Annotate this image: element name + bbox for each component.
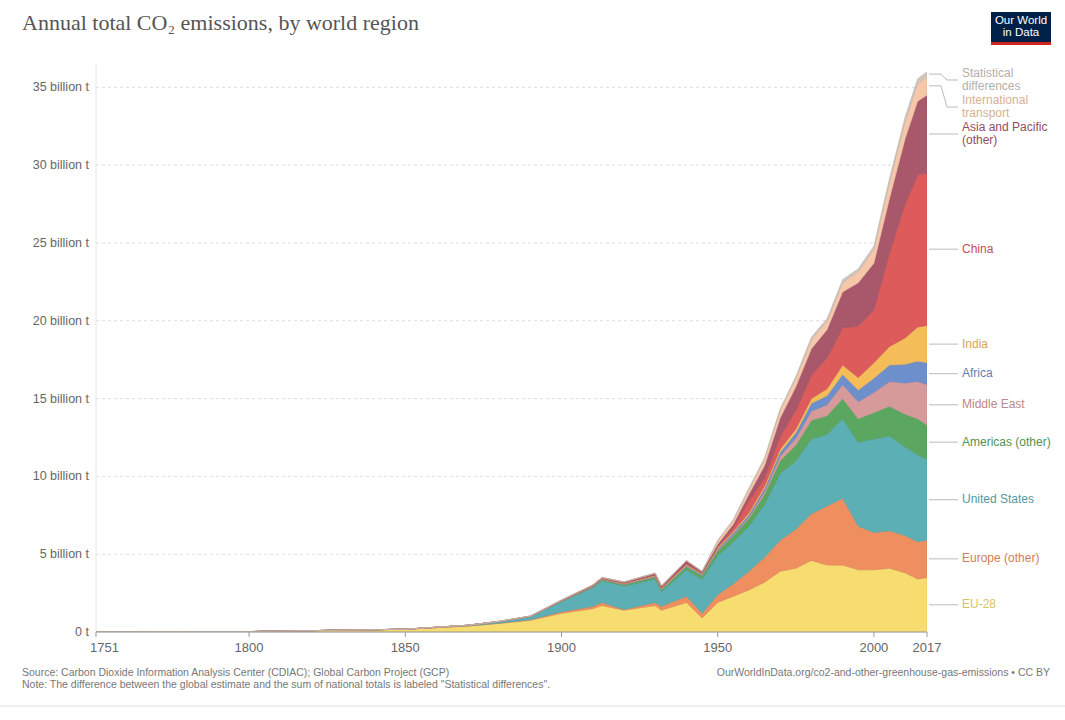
- x-tick-label: 1800: [235, 640, 264, 655]
- logo-box: [991, 12, 1051, 43]
- x-tick: [405, 632, 406, 637]
- series-label: Internationaltransport: [962, 93, 1028, 120]
- x-tick-label: 1900: [547, 640, 576, 655]
- url: OurWorldInData.org/co2-and-other-greenho…: [717, 666, 1050, 678]
- x-tick: [717, 632, 718, 637]
- title: Annual total CO₂ emissions, by world reg…: [22, 10, 419, 35]
- x-tick: [927, 632, 928, 637]
- series-label-line: Europe (other): [962, 551, 1039, 565]
- grid-line: [96, 632, 927, 633]
- label-leader: [929, 442, 958, 443]
- series-label: EU-28: [962, 597, 996, 611]
- chart: Annual total CO₂ emissions, by world reg…: [0, 0, 1065, 720]
- logo-bar: [991, 42, 1051, 45]
- label-leader: [929, 404, 958, 405]
- series-label-line: differences: [962, 79, 1020, 93]
- x-tick-label: 1850: [391, 640, 420, 655]
- series-label-line: India: [962, 337, 988, 351]
- area: [96, 72, 927, 632]
- series-label-line: United States: [962, 492, 1034, 506]
- series-label: Middle East: [962, 397, 1025, 411]
- x-tick: [249, 632, 250, 637]
- series-label-line: (other): [962, 133, 997, 147]
- y-tick-label: 5 billion t: [40, 547, 90, 561]
- series-label: Africa: [962, 366, 993, 380]
- label-leader: [929, 344, 958, 345]
- grid-line: [96, 87, 927, 88]
- x-tick-label: 1950: [703, 640, 732, 655]
- label-leader: [929, 134, 958, 135]
- y-tick-label: 25 billion t: [33, 236, 90, 250]
- x-tick-label: 1751: [90, 640, 119, 655]
- series-label-line: Africa: [962, 366, 993, 380]
- source: Source: Carbon Dioxide Information Analy…: [22, 666, 449, 678]
- series-label-line: Statistical: [962, 66, 1013, 80]
- y-tick-label: 10 billion t: [33, 469, 90, 483]
- area: [96, 76, 927, 631]
- y-tick-label: 30 billion t: [33, 158, 90, 172]
- series-label: Asia and Pacific(other): [962, 120, 1047, 147]
- label-leader: [929, 86, 958, 107]
- areas: [96, 72, 927, 632]
- series-label: Americas (other): [962, 435, 1051, 449]
- series-label-line: Middle East: [962, 397, 1025, 411]
- label-leader: [929, 604, 958, 605]
- series-label-line: transport: [962, 106, 1010, 120]
- series-label: Europe (other): [962, 551, 1039, 565]
- grid-line: [96, 242, 927, 243]
- label-leader: [929, 558, 958, 559]
- x-tick-label: 2000: [859, 640, 888, 655]
- x-axis-line: [96, 632, 927, 633]
- label-leader: [929, 499, 958, 500]
- series-label: China: [962, 242, 994, 256]
- y-tick-label: 35 billion t: [33, 80, 90, 94]
- logo-text: Our World: [995, 14, 1047, 26]
- logo-text: in Data: [1003, 26, 1040, 38]
- series-label-line: China: [962, 242, 994, 256]
- grid-line: [96, 165, 927, 166]
- series-label: Statisticaldifferences: [962, 66, 1020, 93]
- grid-line: [96, 320, 927, 321]
- series-label-line: Americas (other): [962, 435, 1051, 449]
- y-tick-label: 15 billion t: [33, 392, 90, 406]
- series-label: United States: [962, 492, 1034, 506]
- x-tick: [96, 632, 97, 637]
- area: [96, 173, 927, 632]
- y-tick-label: 0 t: [75, 625, 89, 639]
- series-label-line: EU-28: [962, 597, 996, 611]
- y-axis-line: [96, 64, 97, 632]
- note: Note: The difference between the global …: [22, 678, 550, 690]
- footer-divider: [0, 706, 1065, 707]
- y-tick-label: 20 billion t: [33, 314, 90, 328]
- series-label-line: Asia and Pacific: [962, 120, 1047, 134]
- series-label: India: [962, 337, 988, 351]
- x-tick-label: 2017: [913, 640, 942, 655]
- series-label-line: International: [962, 93, 1028, 107]
- x-tick: [873, 632, 874, 637]
- label-leader: [929, 74, 958, 80]
- label-leader: [929, 249, 958, 250]
- label-leader: [929, 373, 958, 374]
- x-tick: [561, 632, 562, 637]
